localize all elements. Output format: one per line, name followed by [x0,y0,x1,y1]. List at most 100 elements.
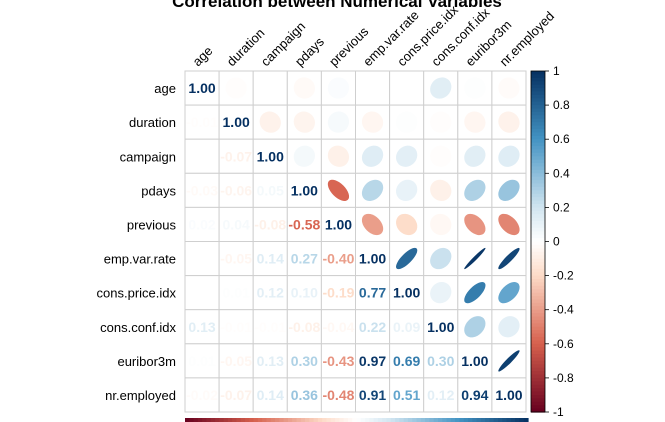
bottom-strip-segment [386,418,392,422]
cell-bg [286,241,322,277]
bottom-strip-segment [510,418,516,422]
cell-value: 1.00 [427,319,454,335]
colorbar-segment [531,105,545,110]
cell-ellipse [430,145,452,167]
colorbar-segment [531,374,545,379]
cell-emp.var.rate-pdays: 0.27 [286,241,322,277]
cell-pdays-pdays: 1.00 [286,172,322,208]
cell-nr.employed-cons.price.idx: 0.51 [389,377,425,413]
colorbar-segment [531,217,545,222]
cell-bg [355,275,391,311]
colorbar-segment [531,394,545,399]
cell-campaign-campaign: 1.00 [252,138,288,174]
cell-bg [457,377,493,413]
colorbar-segment [531,319,545,324]
cell-ellipse [225,77,247,99]
cell-cons.conf.idx-duration: -0.01 [218,309,254,345]
cell-nr.employed-duration: -0.07 [218,377,254,413]
cell-previous-pdays: -0.58 [286,206,322,242]
cell-value: 1.00 [359,251,386,267]
cell-ellipse [361,179,384,201]
bottom-strip-segment [429,418,435,422]
cell-campaign-nr.employed [491,138,527,174]
colorbar-segment [531,292,545,297]
colorbar-tick-label: -0.2 [553,269,574,283]
cell-ellipse [293,111,315,133]
cell-cons.price.idx-cons.price.idx: 1.00 [389,275,425,311]
colorbar-segment [531,261,545,266]
cell-value: 0.02 [188,216,215,232]
bottom-strip-segment [300,418,306,422]
colorbar-segment [531,241,545,246]
cell-value: 0.94 [461,387,488,403]
colorbar-segment [531,173,545,178]
cell-ellipse [361,111,384,133]
bottom-gradient-strip [185,418,529,422]
bottom-strip-segment [335,418,340,422]
cell-cons.price.idx-age: 0.00 [184,275,220,311]
cell-value: -0.05 [220,251,252,267]
cell-value: -0.08 [288,319,320,335]
cell-nr.employed-euribor3m: 0.94 [457,377,493,413]
cell-value: 0.01 [223,285,250,301]
bottom-strip-segment [326,418,332,422]
cell-value: -0.43 [322,353,354,369]
cell-bg [218,172,254,208]
cell-value: 0.51 [393,387,420,403]
bottom-strip-segment [506,418,512,422]
cell-age-emp.var.rate [355,70,391,106]
colorbar-segment [531,186,545,191]
bottom-strip-segment [356,418,362,422]
colorbar-segment [531,125,545,130]
bottom-strip-segment [365,418,370,422]
cell-emp.var.rate-nr.employed [491,241,527,277]
cell-previous-campaign: -0.08 [252,206,288,242]
cell-value: 1.00 [223,114,250,130]
col-label-age: age [190,43,216,69]
colorbar-segment [531,384,545,389]
colorbar-segment [531,207,545,212]
bottom-strip-segment [193,418,199,422]
cell-campaign-cons.conf.idx [423,138,459,174]
cell-ellipse [259,77,281,99]
colorbar-segment [531,391,545,396]
cell-emp.var.rate-cons.conf.idx [423,241,459,277]
colorbar-segment [531,316,545,321]
colorbar-segment [531,299,545,304]
cell-ellipse [430,247,452,270]
bottom-strip-segment [420,418,426,422]
cell-value: 1.00 [291,182,318,198]
cell-campaign-euribor3m [457,138,493,174]
colorbar-segment [531,166,545,171]
colorbar-tick-label: -0.4 [553,303,574,317]
cell-ellipse [498,77,520,99]
cell-ellipse [396,247,418,270]
cell-value: -0.58 [288,216,320,232]
cell-bg [286,275,322,311]
colorbar-segment [531,74,545,79]
cell-ellipse [293,77,315,99]
cell-bg [320,377,356,413]
cell-value: 0.14 [257,387,284,403]
colorbar-tick-label: 0 [553,235,560,249]
bottom-strip-segment [210,418,216,422]
cell-bg [320,206,356,242]
bottom-strip-segment [219,418,225,422]
cell-campaign-pdays [286,138,322,174]
row-label-cons.price.idx: cons.price.idx [97,286,177,301]
colorbar-segment [531,132,545,137]
cell-cons.conf.idx-emp.var.rate: 0.22 [355,309,391,345]
cell-cons.price.idx-cons.conf.idx [423,275,459,311]
colorbar-segment [531,190,545,195]
colorbar-segment [531,159,545,164]
cell-emp.var.rate-duration: -0.05 [218,241,254,277]
colorbar-segment [531,313,545,318]
bottom-strip-segment [459,418,465,422]
colorbar-tick-label: 1 [553,64,560,78]
cell-cons.conf.idx-campaign: -0.01 [252,309,288,345]
bottom-strip-segment [197,418,203,422]
bottom-strip-segment [463,418,469,422]
cell-euribor3m-emp.var.rate: 0.97 [355,343,391,379]
row-label-age: age [154,81,176,96]
